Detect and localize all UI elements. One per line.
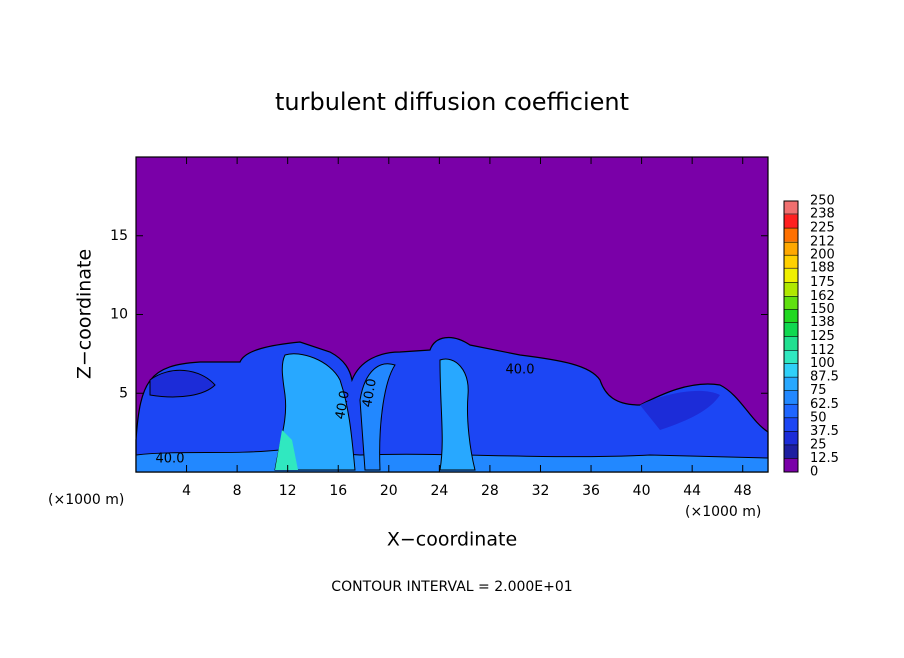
x-tick-label: 4 bbox=[182, 483, 191, 499]
colorbar-label: 50 bbox=[810, 410, 827, 425]
colorbar-label: 162 bbox=[810, 289, 835, 304]
contour-region bbox=[359, 363, 396, 471]
contour-label: 40.0 bbox=[506, 363, 535, 378]
x-tick-label: 8 bbox=[233, 483, 242, 499]
colorbar-label: 175 bbox=[810, 275, 835, 290]
x-tick-label: 12 bbox=[279, 483, 297, 499]
contour-region bbox=[275, 430, 298, 470]
colorbar-swatch bbox=[784, 404, 798, 418]
colorbar-label: 37.5 bbox=[810, 424, 839, 439]
footer-note: CONTOUR INTERVAL = 2.000E+01 bbox=[331, 579, 572, 595]
colorbar-swatch bbox=[784, 431, 798, 445]
contour-field bbox=[135, 157, 769, 473]
chart-title: turbulent diffusion coefficient bbox=[275, 88, 629, 116]
colorbar-swatch bbox=[784, 228, 798, 242]
x-tick-label: 20 bbox=[380, 483, 398, 499]
contour-region bbox=[274, 353, 356, 471]
colorbar-label: 62.5 bbox=[810, 397, 839, 412]
colorbar-swatch bbox=[784, 417, 798, 432]
colorbar-swatch bbox=[784, 350, 798, 364]
colorbar-label: 138 bbox=[810, 315, 835, 330]
contour-label: 40.0 bbox=[156, 452, 185, 467]
colorbar-swatch bbox=[784, 241, 798, 256]
colorbar-swatch bbox=[784, 336, 798, 351]
x-tick-label: 32 bbox=[532, 483, 550, 499]
x-tick-label: 48 bbox=[734, 483, 752, 499]
colorbar-label: 150 bbox=[810, 302, 835, 317]
contour-label: 40.0 bbox=[360, 377, 380, 408]
colorbar-label: 200 bbox=[810, 248, 835, 263]
colorbar-swatch bbox=[784, 377, 798, 391]
colorbar-swatch bbox=[784, 309, 798, 323]
colorbar-swatch bbox=[784, 363, 798, 378]
y-axis-label: Z−coordinate bbox=[74, 249, 96, 379]
contour-region bbox=[439, 358, 476, 471]
colorbar-swatch bbox=[784, 268, 798, 283]
x-unit: (×1000 m) bbox=[685, 504, 761, 520]
x-axis-label: X−coordinate bbox=[387, 529, 517, 551]
y-tick-label: 5 bbox=[119, 385, 128, 401]
colorbar-label: 125 bbox=[810, 329, 835, 344]
colorbar-label: 250 bbox=[810, 194, 835, 209]
colorbar-swatch bbox=[784, 214, 798, 229]
colorbar-swatch bbox=[784, 390, 798, 405]
y-tick-label: 15 bbox=[110, 228, 128, 244]
colorbar-label: 238 bbox=[810, 207, 835, 222]
colorbar-swatch bbox=[784, 255, 798, 269]
x-tick-label: 28 bbox=[481, 483, 499, 499]
colorbar-label: 212 bbox=[810, 235, 835, 250]
colorbar-label: 225 bbox=[810, 221, 835, 236]
y-unit: (×1000 m) bbox=[48, 492, 124, 508]
colorbar-label: 87.5 bbox=[810, 370, 839, 385]
x-tick-label: 24 bbox=[430, 483, 448, 499]
x-tick-label: 40 bbox=[633, 483, 651, 499]
contour-region bbox=[640, 390, 720, 430]
colorbar-label: 75 bbox=[810, 383, 827, 398]
colorbar-label: 0 bbox=[810, 465, 818, 480]
x-tick-label: 44 bbox=[683, 483, 701, 499]
colorbar-label: 25 bbox=[810, 437, 827, 452]
colorbar-swatch bbox=[784, 201, 798, 215]
contour-region bbox=[149, 369, 216, 398]
colorbar-label: 100 bbox=[810, 356, 835, 371]
colorbar-label: 188 bbox=[810, 261, 835, 276]
colorbar-swatch bbox=[784, 295, 798, 310]
colorbar-label: 112 bbox=[810, 343, 835, 358]
x-tick-label: 36 bbox=[582, 483, 600, 499]
colorbar-label: 12.5 bbox=[810, 451, 839, 466]
colorbar-swatch bbox=[784, 458, 798, 472]
colorbar-swatch bbox=[784, 322, 798, 337]
colorbar-swatch bbox=[784, 282, 798, 296]
x-tick-label: 16 bbox=[329, 483, 347, 499]
contour-label: 40.0 bbox=[333, 389, 353, 420]
colorbar-swatch bbox=[784, 444, 798, 459]
y-tick-label: 10 bbox=[110, 307, 128, 323]
